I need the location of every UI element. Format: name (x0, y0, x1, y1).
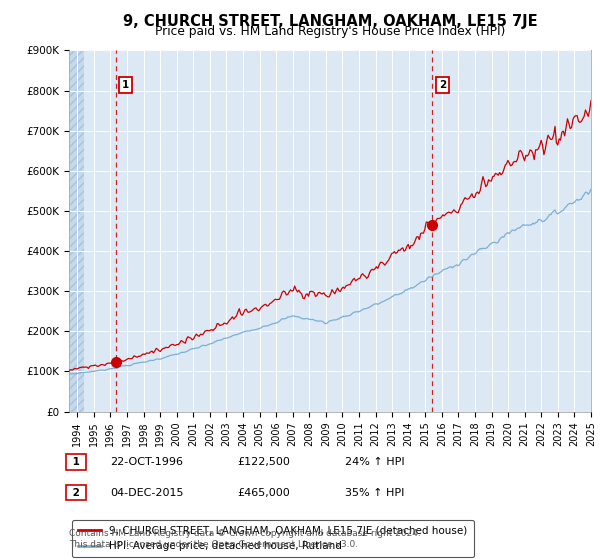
Text: Contains HM Land Registry data © Crown copyright and database right 2024.
This d: Contains HM Land Registry data © Crown c… (69, 529, 421, 549)
Text: 2: 2 (69, 488, 83, 498)
Text: 24% ↑ HPI: 24% ↑ HPI (345, 457, 404, 467)
Text: 04-DEC-2015: 04-DEC-2015 (110, 488, 184, 498)
Text: £465,000: £465,000 (237, 488, 290, 498)
Polygon shape (69, 50, 84, 412)
Text: 2: 2 (439, 80, 446, 90)
Text: 1: 1 (122, 80, 130, 90)
Text: 9, CHURCH STREET, LANGHAM, OAKHAM, LE15 7JE: 9, CHURCH STREET, LANGHAM, OAKHAM, LE15 … (122, 14, 538, 29)
Legend: 9, CHURCH STREET, LANGHAM, OAKHAM, LE15 7JE (detached house), HPI: Average price: 9, CHURCH STREET, LANGHAM, OAKHAM, LE15 … (71, 520, 473, 557)
Text: 22-OCT-1996: 22-OCT-1996 (110, 457, 183, 467)
Text: Price paid vs. HM Land Registry's House Price Index (HPI): Price paid vs. HM Land Registry's House … (155, 25, 505, 38)
Text: £122,500: £122,500 (237, 457, 290, 467)
Text: 1: 1 (69, 457, 83, 467)
Text: 35% ↑ HPI: 35% ↑ HPI (345, 488, 404, 498)
